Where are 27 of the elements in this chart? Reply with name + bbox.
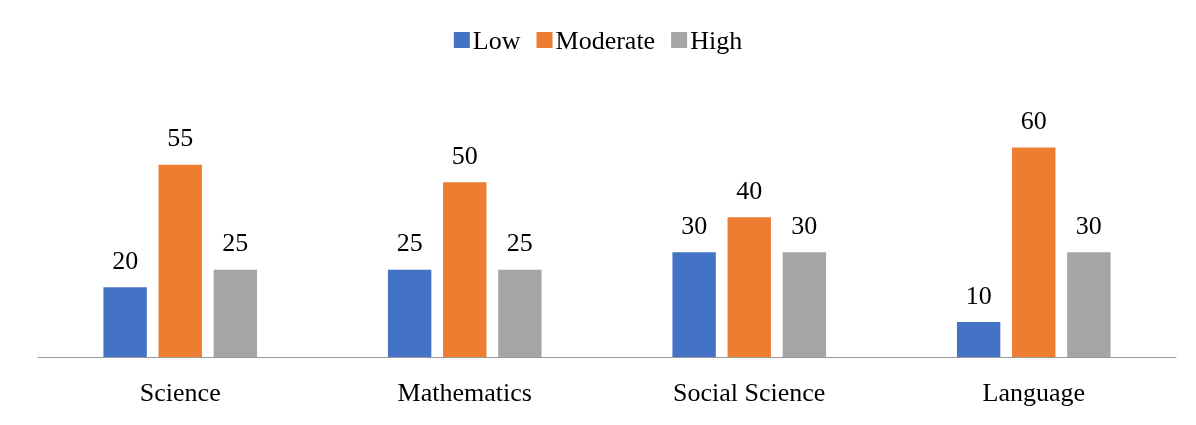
data-label: 10 [965,280,992,310]
data-label: 20 [112,245,139,275]
bar [443,182,487,357]
x-tick-label: Science [139,377,221,407]
x-tick-label: Social Science [673,377,826,407]
data-label: 30 [1075,210,1102,240]
bar [1012,147,1056,357]
data-label: 25 [506,228,533,258]
bar [158,164,202,357]
data-label: 25 [396,228,423,258]
legend-label: Low [472,25,521,55]
legend-label: High [690,25,743,55]
bar [103,287,147,357]
data-label: 30 [681,210,708,240]
legend-label: Moderate [555,25,656,55]
bar [956,322,1001,357]
data-label: 25 [222,228,249,258]
data-label: 55 [167,123,194,153]
data-label: 60 [1020,105,1047,135]
bar [387,269,432,357]
data-label: 40 [736,175,763,205]
x-tick-label: Mathematics [397,377,532,407]
data-label: 30 [791,210,818,240]
data-label: 50 [451,140,478,170]
bar [727,217,771,357]
x-tick-label: Language [982,377,1086,407]
bar [672,252,716,357]
